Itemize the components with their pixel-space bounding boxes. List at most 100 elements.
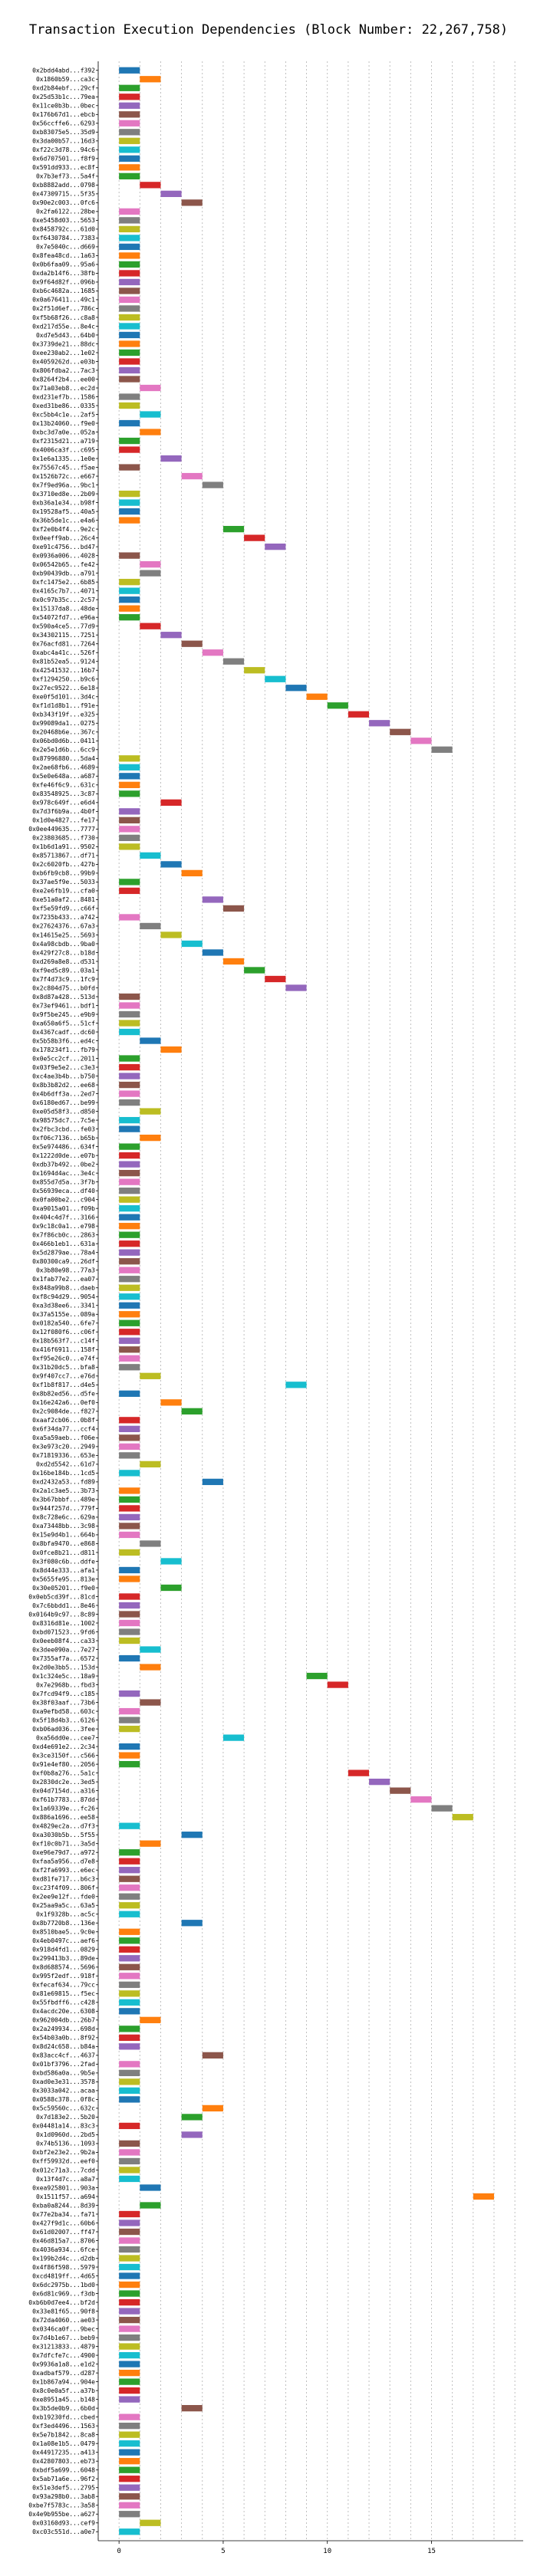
transaction-bar <box>119 1364 140 1371</box>
transaction-bar <box>119 1099 140 1106</box>
transaction-bar <box>160 1046 182 1053</box>
transaction-bar <box>119 1858 140 1865</box>
transaction-bar <box>119 816 140 824</box>
transaction-bar <box>119 296 140 304</box>
transaction-label: 0xc03c551d...a0e7 <box>32 2528 95 2535</box>
transaction-label: 0x4b6dff3a...2ed7 <box>32 1090 95 1097</box>
transaction-label: 0xf9ed5c89...03a1 <box>32 967 95 974</box>
transaction-bar <box>119 340 140 347</box>
transaction-label: 0x1fab77e2...ea07 <box>32 1276 95 1283</box>
transaction-bar <box>202 481 223 488</box>
transaction-bar <box>119 2175 140 2183</box>
transaction-label: 0x9f407cc7...e76d <box>32 1373 95 1380</box>
transaction-bar <box>119 1875 140 1882</box>
transaction-label: 0x848a99b8...daeb <box>32 1285 95 1292</box>
transaction-bar <box>119 1293 140 1300</box>
transaction-label: 0x0c97b35c...2c57 <box>32 596 95 603</box>
transaction-label: 0xa73448bb...3c98 <box>32 1523 95 1530</box>
transaction-bar <box>222 958 245 965</box>
x-tick-label: 10 <box>323 2548 331 2555</box>
transaction-label: 0x299413b3...89de <box>32 1955 95 1962</box>
transaction-bar <box>327 1681 348 1688</box>
transaction-bar <box>140 561 161 568</box>
transaction-bar <box>119 2140 140 2147</box>
transaction-label: 0x8510bae5...9c0e <box>32 1929 95 1936</box>
transaction-bar <box>119 1055 140 1062</box>
transaction-bar <box>202 2104 223 2112</box>
transaction-bar <box>306 693 328 700</box>
transaction-label: 0xb6c4682a...1685 <box>32 288 95 294</box>
transaction-label: 0x8b7720b8...136e <box>32 1920 95 1927</box>
transaction-bar <box>369 720 390 727</box>
transaction-label: 0xfc1475e2...6b85 <box>32 579 95 586</box>
transaction-label: 0xed31be86...0335 <box>32 402 95 409</box>
transaction-label: 0x591dd933...ec8f <box>32 164 95 171</box>
transaction-bar <box>181 940 203 948</box>
transaction-label: 0x81e69815...f5ec <box>32 1990 95 1997</box>
transaction-bar <box>181 199 203 206</box>
transaction-bar <box>119 2228 140 2236</box>
transaction-bar <box>119 2396 140 2403</box>
transaction-bar <box>119 1240 140 1247</box>
transaction-label: 0x8bfa9470...e868 <box>32 1540 95 1547</box>
transaction-label: 0xf95e26c0...e74f <box>32 1355 95 1362</box>
transaction-label: 0x8458792c...61d0 <box>32 226 95 233</box>
transaction-bar <box>119 1337 140 1344</box>
transaction-label: 0x8264f2b4...ee00 <box>32 376 95 383</box>
transaction-label: 0x44917235...a413 <box>32 2449 95 2456</box>
transaction-label: 0x3b67bbbf...489e <box>32 1497 95 1503</box>
transaction-label: 0x1a69339e...fc26 <box>32 1805 95 1812</box>
transaction-bar <box>119 366 140 374</box>
transaction-bar <box>160 632 182 639</box>
transaction-bar <box>160 455 182 462</box>
transaction-label: 0x01bf3796...2fad <box>32 2061 95 2068</box>
transaction-label: 0x6d81c969...f3db <box>32 2290 95 2297</box>
transaction-label: 0xb06ad036...3fee <box>32 1726 95 1733</box>
transaction-bar <box>119 1090 140 1097</box>
transaction-bar <box>119 1329 140 1336</box>
transaction-label: 0x806fdba2...7ac3 <box>32 367 95 374</box>
transaction-label: 0x8c728e6c...629a <box>32 1514 95 1521</box>
transaction-label: 0xa3030b5b...5f55 <box>32 1832 95 1838</box>
transaction-bar <box>119 2122 140 2130</box>
transaction-label: 0xe05d58f3...d850 <box>32 1108 95 1115</box>
transaction-label: 0xd269a8e8...d531 <box>32 958 95 965</box>
transaction-bar <box>348 1769 370 1776</box>
transaction-bar <box>119 614 140 621</box>
transaction-bar <box>244 667 265 674</box>
transaction-label: 0xe2e6fb19...cfa0 <box>32 888 95 895</box>
transaction-label: 0xf10c0b71...3a5d <box>32 1840 95 1847</box>
transaction-label: 0xf06c7136...b65b <box>32 1135 95 1142</box>
transaction-bar <box>119 1028 140 1036</box>
transaction-label: 0x76acfd81...7264 <box>32 641 95 648</box>
transaction-bar <box>119 2290 140 2297</box>
transaction-bar <box>119 1073 140 1079</box>
transaction-bar <box>119 2157 140 2165</box>
transaction-label: 0x42541532...16b7 <box>32 667 95 674</box>
transaction-bar <box>119 2220 140 2226</box>
transaction-bar <box>244 534 265 541</box>
transaction-bar <box>285 984 307 991</box>
transaction-label: 0xee230ab2...1e02 <box>32 350 95 356</box>
transaction-label: 0x2830dc2e...3ed5 <box>32 1779 95 1786</box>
transaction-bar <box>119 172 140 179</box>
transaction-label: 0x9f64d82f...096b <box>32 279 95 286</box>
transaction-label: 0x14615e25...5693 <box>32 932 95 938</box>
transaction-bar <box>119 2210 140 2218</box>
transaction-bar <box>140 1646 161 1653</box>
transaction-bar <box>119 517 140 524</box>
transaction-bar <box>119 419 140 427</box>
transaction-bar <box>119 2343 140 2350</box>
transaction-bar <box>119 1196 140 1203</box>
transaction-label: 0xf3ed4496...1563 <box>32 2423 95 2430</box>
transaction-label: 0x2bdd4abd...f392 <box>32 67 95 74</box>
transaction-bar <box>119 1161 140 1168</box>
transaction-label: 0x06bd0d6b...0411 <box>32 738 95 744</box>
transaction-label: 0x5e974486...634f <box>32 1143 95 1150</box>
transaction-label: 0x2ee9e12f...fde0 <box>32 1894 95 1901</box>
transaction-label: 0x46d815a7...8706 <box>32 2237 95 2244</box>
transaction-label: 0x2c6020fb...427b <box>32 861 95 868</box>
transaction-label: 0x31213833...4879 <box>32 2343 95 2350</box>
transaction-bar <box>140 852 161 859</box>
transaction-label: 0x962004db...26b7 <box>32 2017 95 2024</box>
